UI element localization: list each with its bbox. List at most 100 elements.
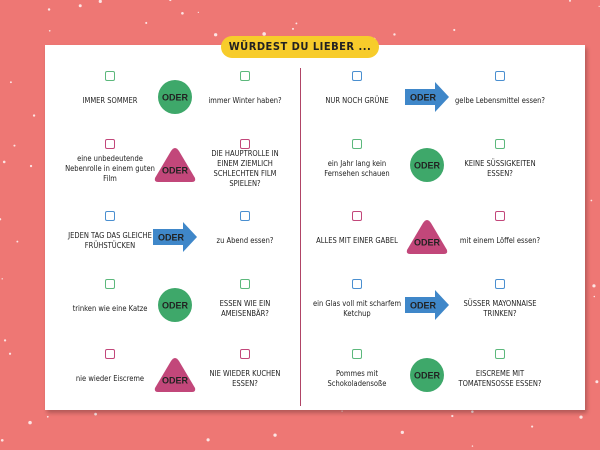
star [295,22,298,25]
star [47,8,51,11]
connector-shape: ODER [158,80,192,114]
circle [410,148,444,182]
star [32,114,36,117]
checkbox[interactable] [495,71,505,81]
star [569,0,571,2]
connector-label: ODER [414,370,441,380]
option-b: NIE WIEDER KUCHEN ESSEN? [209,369,281,388]
star [291,27,295,30]
connector-shape: ODER [410,358,444,392]
checkbox[interactable] [352,139,362,149]
star [471,410,474,413]
star [531,425,534,428]
triangle [154,148,196,182]
checkbox[interactable] [495,139,505,149]
star [1,278,3,280]
connector-label: ODER [410,300,437,310]
checkbox[interactable] [105,211,115,221]
star [206,438,210,442]
star [213,33,218,37]
star [273,433,277,437]
checkbox[interactable] [352,71,362,81]
star [9,81,12,84]
star [8,352,12,355]
connector-label: ODER [414,237,441,247]
option-a: IMMER SOMMER [82,96,138,105]
connector-shape: ODER [405,82,449,112]
checkbox[interactable] [240,279,250,289]
option-a: nie wieder Eiscreme [75,374,145,383]
star [471,445,474,447]
triangle [406,220,448,254]
option-b: SÜSSER MAYONNAISE TRINKEN? [463,299,537,318]
connector-shape: ODER [153,222,197,252]
connector-shape: ODER [406,220,448,254]
star [98,0,102,3]
option-b: EISCREME MIT TOMATENSOSSE ESSEN? [458,369,542,388]
connector-shape: ODER [154,358,196,392]
star [16,240,19,243]
star [169,0,172,2]
option-b: KEINE SÜSSIGKEITEN ESSEN? [464,159,536,178]
checkbox[interactable] [495,279,505,289]
connector-label: ODER [414,160,441,170]
star [590,199,593,202]
star [593,295,596,298]
option-b: zu Abend essen? [216,236,274,245]
star [197,11,200,14]
checkbox[interactable] [352,211,362,221]
checkbox[interactable] [352,349,362,359]
title-badge: WÜRDEST DU LIEBER ... [221,36,379,58]
connector-shape: ODER [158,288,192,322]
star [2,160,6,164]
star [13,144,16,147]
star [453,28,456,32]
star [262,32,266,36]
checkbox[interactable] [495,211,505,221]
star [94,412,97,416]
option-a: eine unbedeutende Nebenrolle in einem gu… [65,154,155,183]
option-a: JEDEN TAG DAS GLEICHE FRÜHSTÜCKEN [68,231,152,250]
checkbox[interactable] [240,349,250,359]
option-b: mit einem Löffel essen? [459,236,541,245]
star [400,430,404,435]
star [29,164,33,168]
option-b: gelbe Lebensmittel essen? [455,96,546,105]
star [595,380,599,384]
circle [158,288,192,322]
connector-label: ODER [162,92,189,102]
star [393,33,396,36]
checkbox[interactable] [240,211,250,221]
connector-label: ODER [158,232,185,242]
option-a: ein Jahr lang kein Fernsehen schauen [324,159,390,178]
checkbox[interactable] [240,71,250,81]
checkbox[interactable] [105,139,115,149]
checkbox[interactable] [105,279,115,289]
connector-label: ODER [410,92,437,102]
star [598,5,600,8]
connector-label: ODER [162,300,189,310]
option-a: ein Glas voll mit scharfem Ketchup [312,299,402,318]
star [28,420,32,425]
option-a: Pommes mit Schokoladensoße [327,369,387,388]
checkbox[interactable] [240,139,250,149]
arrow [405,290,449,320]
option-a: ALLES MIT EINER GABEL [316,236,398,245]
connector-label: ODER [162,165,189,175]
checkbox[interactable] [352,279,362,289]
checkbox[interactable] [105,71,115,81]
star [451,414,454,418]
option-b: DIE HAUPTROLLE IN EINEM ZIEMLICH SCHLECH… [211,149,279,188]
star [592,284,596,288]
checkbox[interactable] [105,349,115,359]
checkbox[interactable] [495,349,505,359]
star [181,11,184,15]
star [579,415,583,419]
arrow [405,82,449,112]
star [3,339,7,342]
option-b: ESSEN WIE EIN AMEISENBÄR? [219,299,271,318]
option-a: NUR NOCH GRÜNE [325,96,389,105]
star [341,410,343,412]
star [46,415,49,418]
